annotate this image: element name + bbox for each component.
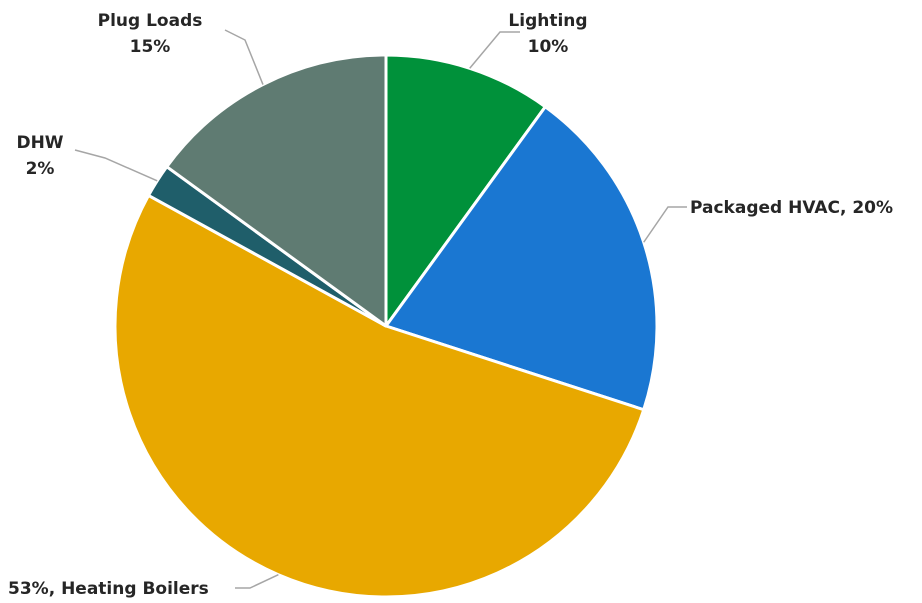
leader-line-lighting	[469, 31, 520, 69]
leader-line-dhw	[74, 149, 158, 182]
data-label-heating-boilers: 53%, Heating Boilers	[8, 579, 209, 599]
leader-line-plug-loads	[224, 29, 264, 85]
leader-lines-layer	[74, 29, 687, 589]
data-label-dhw: DHW	[16, 133, 63, 153]
labels-layer: Lighting 10% Packaged HVAC, 20% 53%, Heatin…	[8, 11, 893, 599]
data-label-packaged-hvac: Packaged HVAC, 20%	[690, 198, 893, 218]
data-label-lighting: Lighting	[508, 11, 587, 31]
data-label-percent-lighting: 10%	[528, 37, 569, 57]
leader-line-heating-boilers	[235, 574, 279, 589]
pie-slice-packaged-hvac	[384, 105, 659, 412]
leader-line-packaged-hvac	[643, 206, 687, 243]
data-label-percent-plug-loads: 15%	[130, 37, 171, 57]
slices-layer	[113, 53, 659, 599]
pie-slice-lighting	[384, 53, 547, 328]
pie-slice-plug-loads	[165, 53, 388, 328]
data-label-plug-loads: Plug Loads	[98, 11, 203, 31]
data-label-percent-dhw: 2%	[26, 159, 55, 179]
